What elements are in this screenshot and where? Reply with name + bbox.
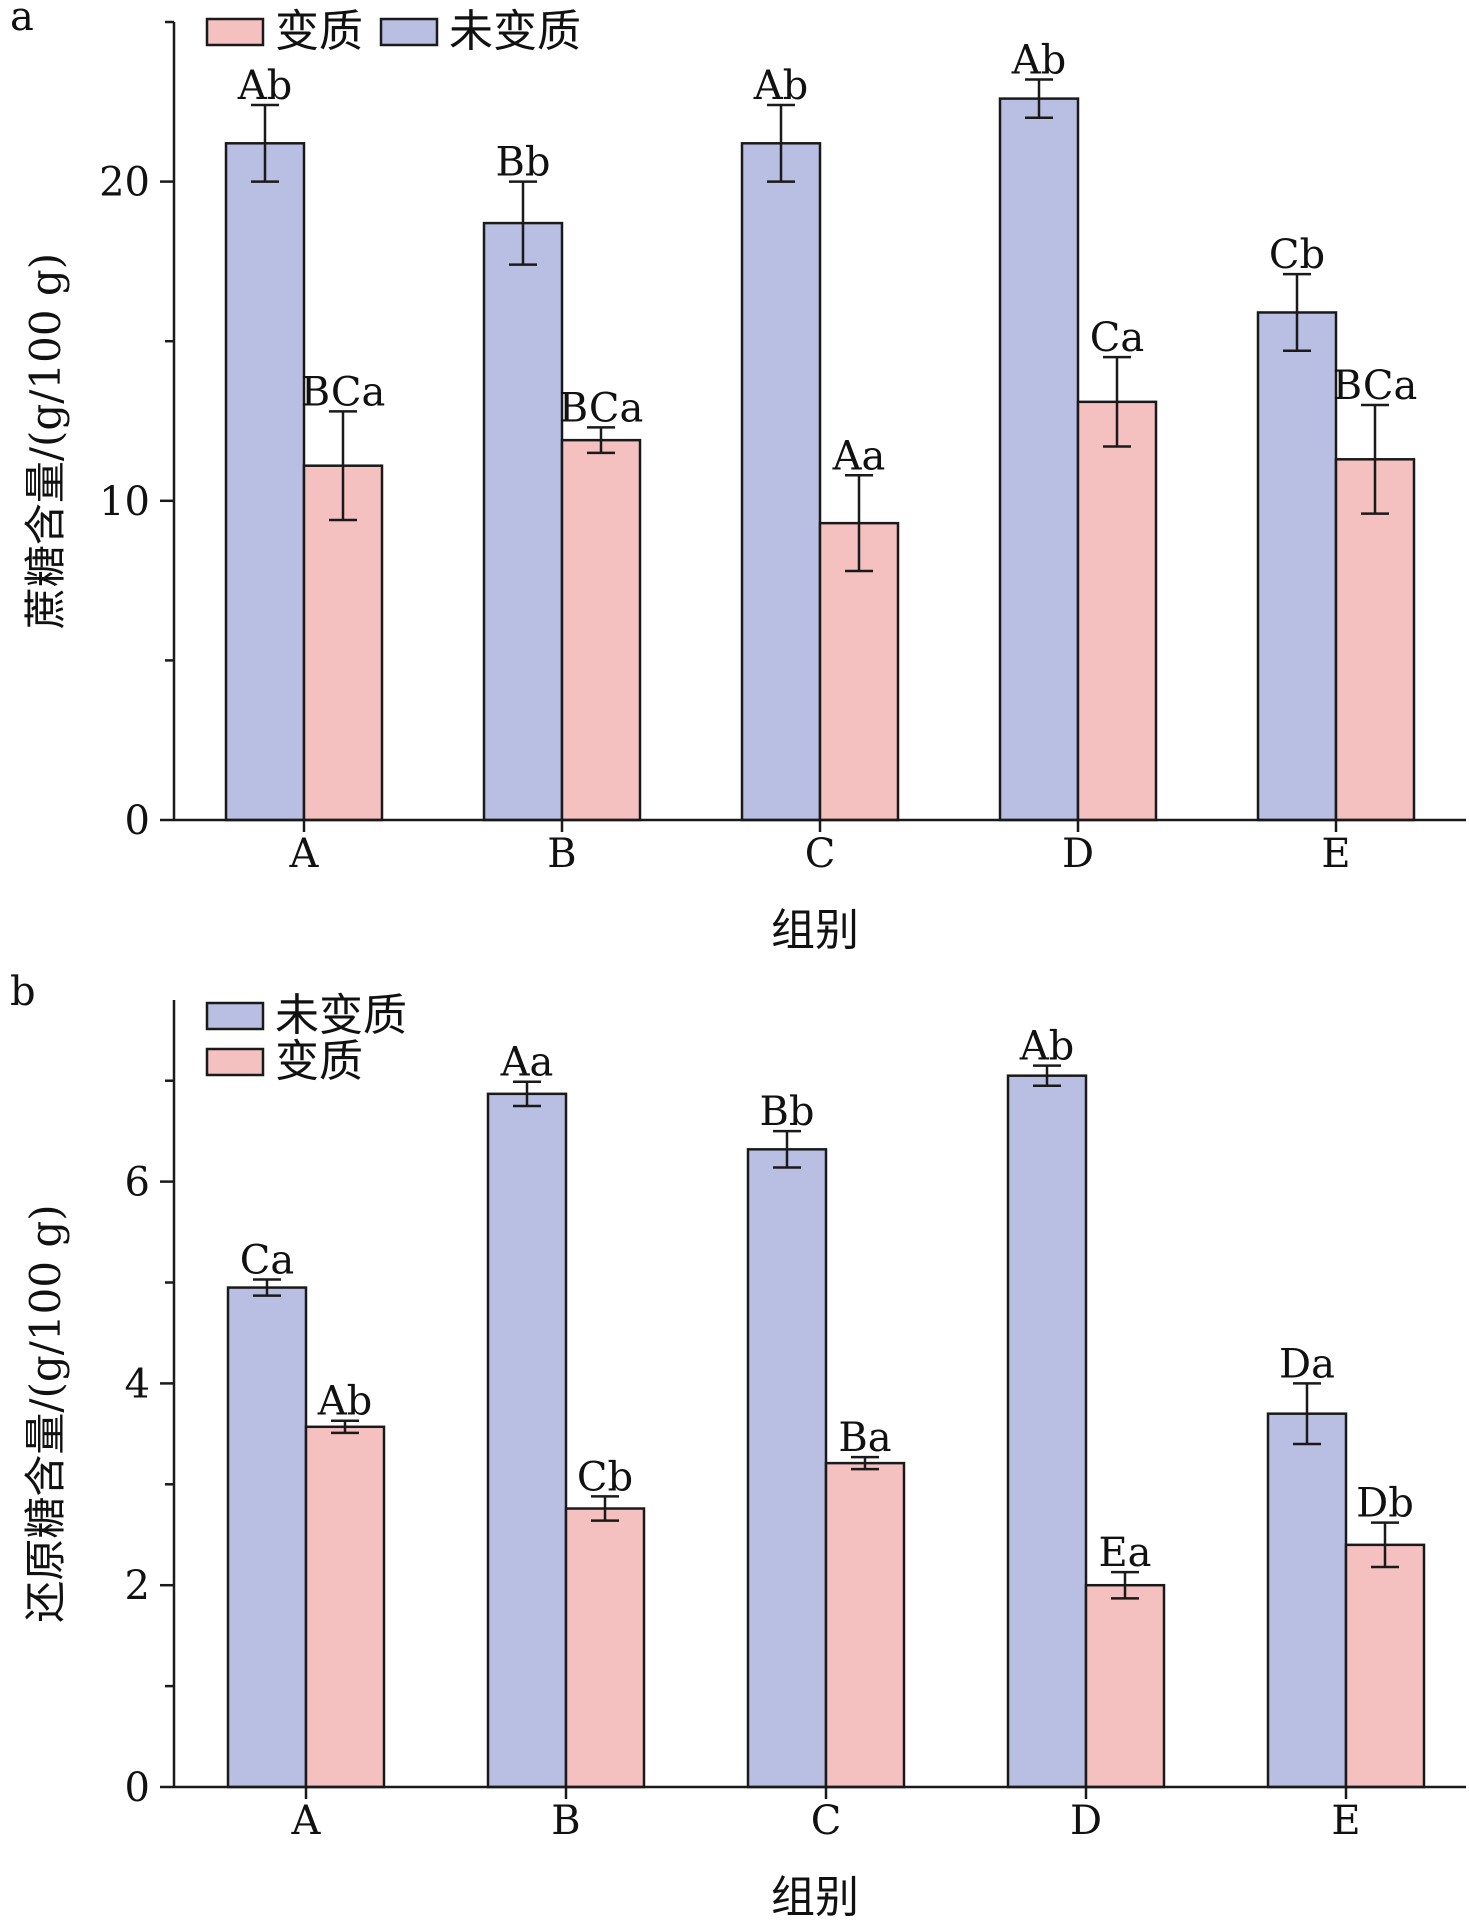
bar-unaltered-A [226,1286,308,1789]
x-tick-label: D [1070,1798,1102,1844]
bar-unaltered-E [1256,311,1338,822]
y-tick-label: 4 [125,1361,150,1407]
error-bar-altered-C [845,474,873,573]
significance-label: Da [1279,1341,1335,1387]
x-axis-title: 组别 [771,1872,859,1923]
error-bar-altered-D [1111,1570,1139,1600]
bar-altered-E [1344,1543,1426,1789]
legend-label-altered: 变质 [275,1036,363,1087]
significance-label: Aa [832,433,886,479]
error-bar-unaltered-C [767,103,795,183]
bar-altered-E [1334,458,1416,822]
legend-label-unaltered: 未变质 [275,990,407,1041]
bar-unaltered-B [486,1092,568,1789]
legend-swatch-altered [205,17,265,47]
panel-label: a [10,0,34,40]
significance-label: BCa [1333,363,1418,409]
y-tick-label: 0 [125,1765,150,1811]
significance-label: Aa [500,1040,554,1086]
error-bar-unaltered-A [251,103,279,183]
bar-unaltered-D [998,97,1080,822]
x-axis-title: 组别 [771,905,859,956]
legend-swatch-unaltered [379,17,439,47]
legend-swatch-altered [205,1047,265,1077]
error-bar-altered-A [329,410,357,522]
error-bar-unaltered-D [1025,78,1053,120]
legend-swatch-unaltered [205,1001,265,1031]
x-tick-label: B [547,831,576,877]
significance-label: Ca [240,1237,294,1283]
x-tick-label: D [1062,831,1094,877]
bar-unaltered-C [746,1148,828,1789]
x-tick-label: A [289,831,320,877]
error-bar-altered-B [591,1495,619,1522]
bar-altered-D [1076,400,1158,822]
bar-altered-B [560,438,642,822]
error-bar-unaltered-B [513,1080,541,1108]
significance-label: Ab [237,63,293,109]
bar-altered-D [1084,1583,1166,1789]
significance-label: Ab [1019,1024,1075,1070]
y-tick-label: 2 [125,1563,150,1609]
bar-altered-C [824,1461,906,1789]
significance-label: BCa [559,385,644,431]
error-bar-unaltered-E [1283,272,1311,353]
bar-altered-A [302,464,384,822]
x-tick-label: B [551,1798,580,1844]
significance-label: Db [1356,1481,1414,1527]
y-tick-label: 6 [125,1160,150,1206]
x-tick-label: C [805,831,836,877]
chart-panel-a: a Ab BCa A Bb BCa B Ab Aa C Ab Ca D Cb BCa E 0 10 20 组别 蔗糖含量… [10,0,1466,956]
significance-label: Ca [1090,315,1144,361]
y-axis-title: 还原糖含量/(g/100 g) [21,1204,70,1622]
y-tick-label: 20 [99,160,150,206]
legend-label-altered: 变质 [275,6,363,57]
error-bar-altered-E [1361,403,1389,515]
significance-label: Ab [317,1379,373,1425]
significance-label: Cb [577,1454,633,1500]
error-bar-altered-B [587,426,615,455]
panel-label: b [10,969,36,1015]
bar-altered-C [818,521,900,822]
x-tick-label: A [291,1798,322,1844]
bar-unaltered-A [224,142,306,822]
error-bar-altered-A [331,1419,359,1435]
error-bar-unaltered-B [509,180,537,266]
y-tick-label: 10 [99,479,150,525]
bar-unaltered-E [1266,1412,1348,1789]
x-tick-label: E [1331,1798,1360,1844]
bar-unaltered-B [482,221,564,822]
error-bar-altered-E [1371,1521,1399,1569]
bar-altered-A [304,1425,386,1789]
error-bar-altered-C [851,1455,879,1471]
significance-label: Bb [760,1089,815,1135]
legend: 变质 未变质 [205,6,581,57]
x-tick-label: E [1321,831,1350,877]
x-tick-label: C [811,1798,842,1844]
significance-label: Ab [753,63,809,109]
bar-unaltered-C [740,142,822,822]
error-bar-unaltered-C [773,1129,801,1169]
error-bar-unaltered-D [1033,1064,1061,1088]
legend-label-unaltered: 未变质 [449,6,581,57]
significance-label: Ba [838,1415,891,1461]
bar-unaltered-D [1006,1074,1088,1789]
y-tick-label: 0 [125,798,150,844]
bar-altered-B [564,1507,646,1789]
significance-label: Bb [496,140,551,186]
significance-label: BCa [301,369,386,415]
y-axis-title: 蔗糖含量/(g/100 g) [21,253,70,629]
error-bar-unaltered-A [253,1278,281,1297]
error-bar-altered-D [1103,355,1131,448]
error-bar-unaltered-E [1293,1382,1321,1446]
significance-label: Ea [1098,1530,1151,1576]
chart-panel-b: b Ca Ab A Aa Cb B Bb Ba C Ab Ea D Da Db E 0 2 4 6 组别 还原糖含量/(g… [10,969,1466,1923]
significance-label: Cb [1269,232,1325,278]
significance-label: Ab [1011,37,1067,83]
